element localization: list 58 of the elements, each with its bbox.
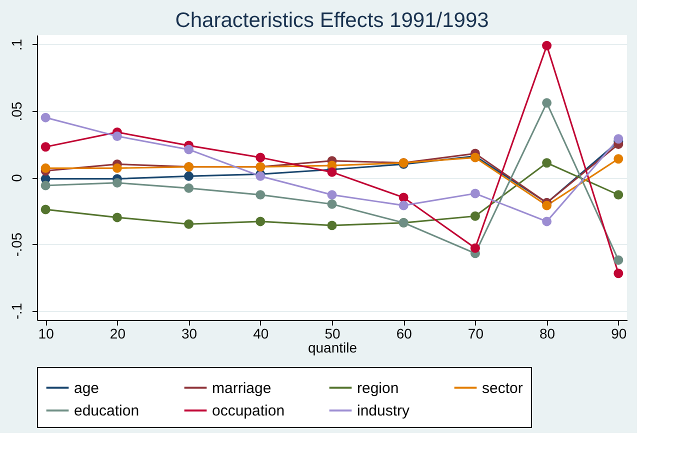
point (327, 190, 337, 200)
point (184, 144, 194, 154)
point (112, 212, 122, 222)
point (112, 131, 122, 141)
x-tick-label: 30 (182, 326, 198, 342)
legend-label: industry (357, 402, 410, 420)
x-tick-label: 70 (468, 326, 484, 342)
point (327, 199, 337, 209)
point (542, 98, 552, 108)
point (542, 216, 552, 226)
point (40, 142, 50, 152)
point (184, 171, 194, 181)
legend-label: marriage (212, 380, 272, 397)
y-tick-label: .05 (8, 101, 24, 122)
point (184, 219, 194, 229)
point (112, 163, 122, 173)
point (327, 220, 337, 230)
point (256, 152, 266, 162)
y-tick-label: 0 (8, 174, 24, 182)
point (470, 211, 480, 221)
x-tick-label: 60 (396, 326, 412, 342)
x-tick-label: 10 (38, 326, 54, 342)
point (614, 255, 624, 265)
point (256, 216, 266, 226)
point (40, 163, 50, 173)
point (327, 167, 337, 177)
point (614, 134, 624, 144)
point (184, 183, 194, 193)
point (614, 154, 624, 164)
x-axis-title: quantile (308, 340, 358, 356)
x-tick-label: 20 (110, 326, 126, 342)
point (542, 158, 552, 168)
point (398, 200, 408, 210)
legend-label: sector (482, 380, 523, 397)
legend-label: age (74, 380, 100, 397)
point (256, 190, 266, 200)
point (470, 243, 480, 253)
point (614, 190, 624, 200)
point (40, 180, 50, 190)
chart-title: Characteristics Effects 1991/1993 (175, 9, 489, 32)
y-tick-label: .1 (8, 38, 24, 51)
x-tick-label: 50 (324, 326, 340, 342)
point (542, 40, 552, 50)
legend-label: region (357, 380, 399, 397)
y-tick-label: -.05 (8, 232, 24, 257)
point (614, 268, 624, 278)
point (40, 204, 50, 214)
x-tick-label: 40 (253, 326, 269, 342)
point (542, 200, 552, 210)
point (470, 188, 480, 198)
y-tick-label: -.1 (8, 302, 24, 320)
x-tick-label: 90 (611, 326, 627, 342)
point (112, 178, 122, 188)
x-tick-label: 80 (540, 326, 556, 342)
point (40, 112, 50, 122)
legend-label: education (74, 402, 140, 420)
legend-label: occupation (212, 402, 285, 420)
point (398, 192, 408, 202)
